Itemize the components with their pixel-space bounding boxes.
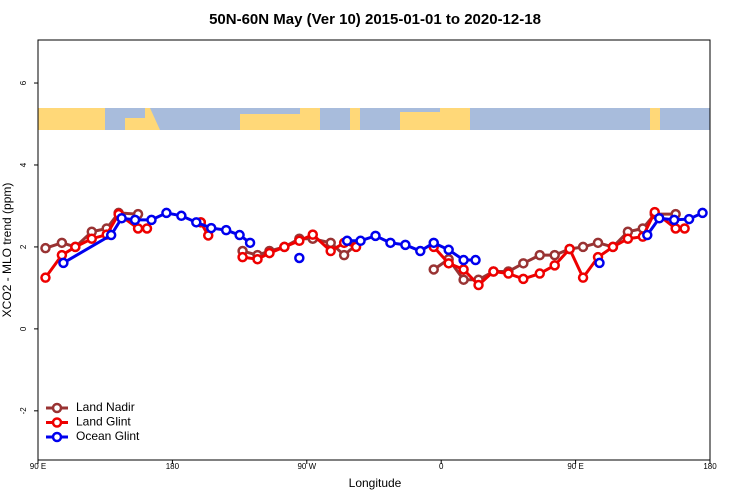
series-line: [62, 211, 704, 265]
y-tick-label: 2: [19, 244, 28, 249]
x-tick-label: 0: [439, 462, 444, 471]
point: [264, 247, 275, 259]
point: [146, 214, 157, 226]
point: [40, 242, 51, 254]
point: [40, 272, 51, 283]
point: [252, 253, 263, 265]
point: [105, 229, 117, 241]
legend-label: Land Nadir: [76, 400, 135, 414]
point: [70, 241, 81, 253]
point: [294, 252, 305, 264]
point: [307, 229, 319, 240]
point: [458, 274, 469, 285]
legend-marker: [51, 431, 63, 443]
point: [341, 235, 353, 247]
point: [564, 243, 575, 255]
legend-label: Land Glint: [76, 415, 131, 429]
point: [385, 237, 396, 249]
point: [443, 244, 454, 256]
point: [237, 251, 248, 263]
point: [534, 249, 546, 261]
point: [607, 241, 619, 253]
point: [642, 229, 653, 241]
point: [355, 235, 366, 247]
point: [577, 241, 589, 253]
x-tick-label: 90 E: [30, 462, 46, 471]
legend-marker: [51, 417, 63, 428]
y-tick-label: 6: [19, 80, 28, 85]
point: [176, 210, 187, 222]
point: [244, 237, 256, 249]
map-strip: [38, 108, 710, 130]
point: [294, 235, 305, 247]
x-axis-label: Longitude: [349, 476, 402, 490]
x-tick-label: 180: [703, 462, 717, 471]
point: [279, 241, 290, 253]
x-tick-label: 90 W: [297, 462, 316, 471]
point: [458, 254, 469, 266]
point: [518, 273, 529, 285]
point: [161, 207, 172, 219]
point: [592, 237, 604, 249]
point: [205, 222, 217, 234]
point: [325, 245, 336, 257]
point: [622, 233, 634, 244]
point: [443, 258, 454, 269]
legend-marker: [51, 402, 63, 414]
point: [220, 224, 232, 236]
point: [679, 223, 690, 234]
point: [415, 245, 426, 257]
point: [697, 207, 708, 219]
point: [191, 217, 202, 228]
point: [549, 249, 560, 261]
x-tick-label: 90 E: [567, 462, 583, 471]
y-axis-label: XCO2 - MLO trend (ppm): [0, 183, 14, 318]
y-tick-label: -2: [19, 407, 28, 415]
point: [458, 264, 469, 275]
point: [132, 223, 144, 234]
point: [234, 229, 245, 241]
point: [86, 233, 98, 244]
point: [428, 264, 439, 275]
point: [370, 230, 381, 242]
point: [58, 257, 69, 269]
legend-label: Ocean Glint: [76, 429, 140, 443]
point: [668, 214, 680, 226]
y-tick-label: 0: [19, 326, 28, 331]
point: [338, 249, 350, 261]
point: [141, 223, 153, 234]
point: [653, 212, 665, 224]
point: [534, 268, 546, 279]
y-tick-label: 4: [19, 162, 28, 167]
point: [577, 272, 589, 283]
point: [549, 260, 560, 271]
point: [428, 237, 439, 249]
point: [503, 268, 514, 279]
plot-frame: [37, 39, 711, 461]
point: [400, 239, 411, 251]
point: [594, 257, 605, 269]
point: [670, 223, 681, 234]
chart-title: 50N-60N May (Ver 10) 2015-01-01 to 2020-…: [209, 11, 541, 28]
point: [488, 266, 499, 277]
point: [56, 237, 68, 249]
point: [470, 254, 481, 266]
point: [683, 213, 695, 225]
series-line: [44, 209, 685, 288]
point: [129, 214, 141, 226]
x-tick-label: 180: [166, 462, 180, 471]
point: [473, 279, 484, 291]
point: [518, 258, 529, 269]
point: [116, 212, 127, 224]
point: [325, 237, 336, 249]
